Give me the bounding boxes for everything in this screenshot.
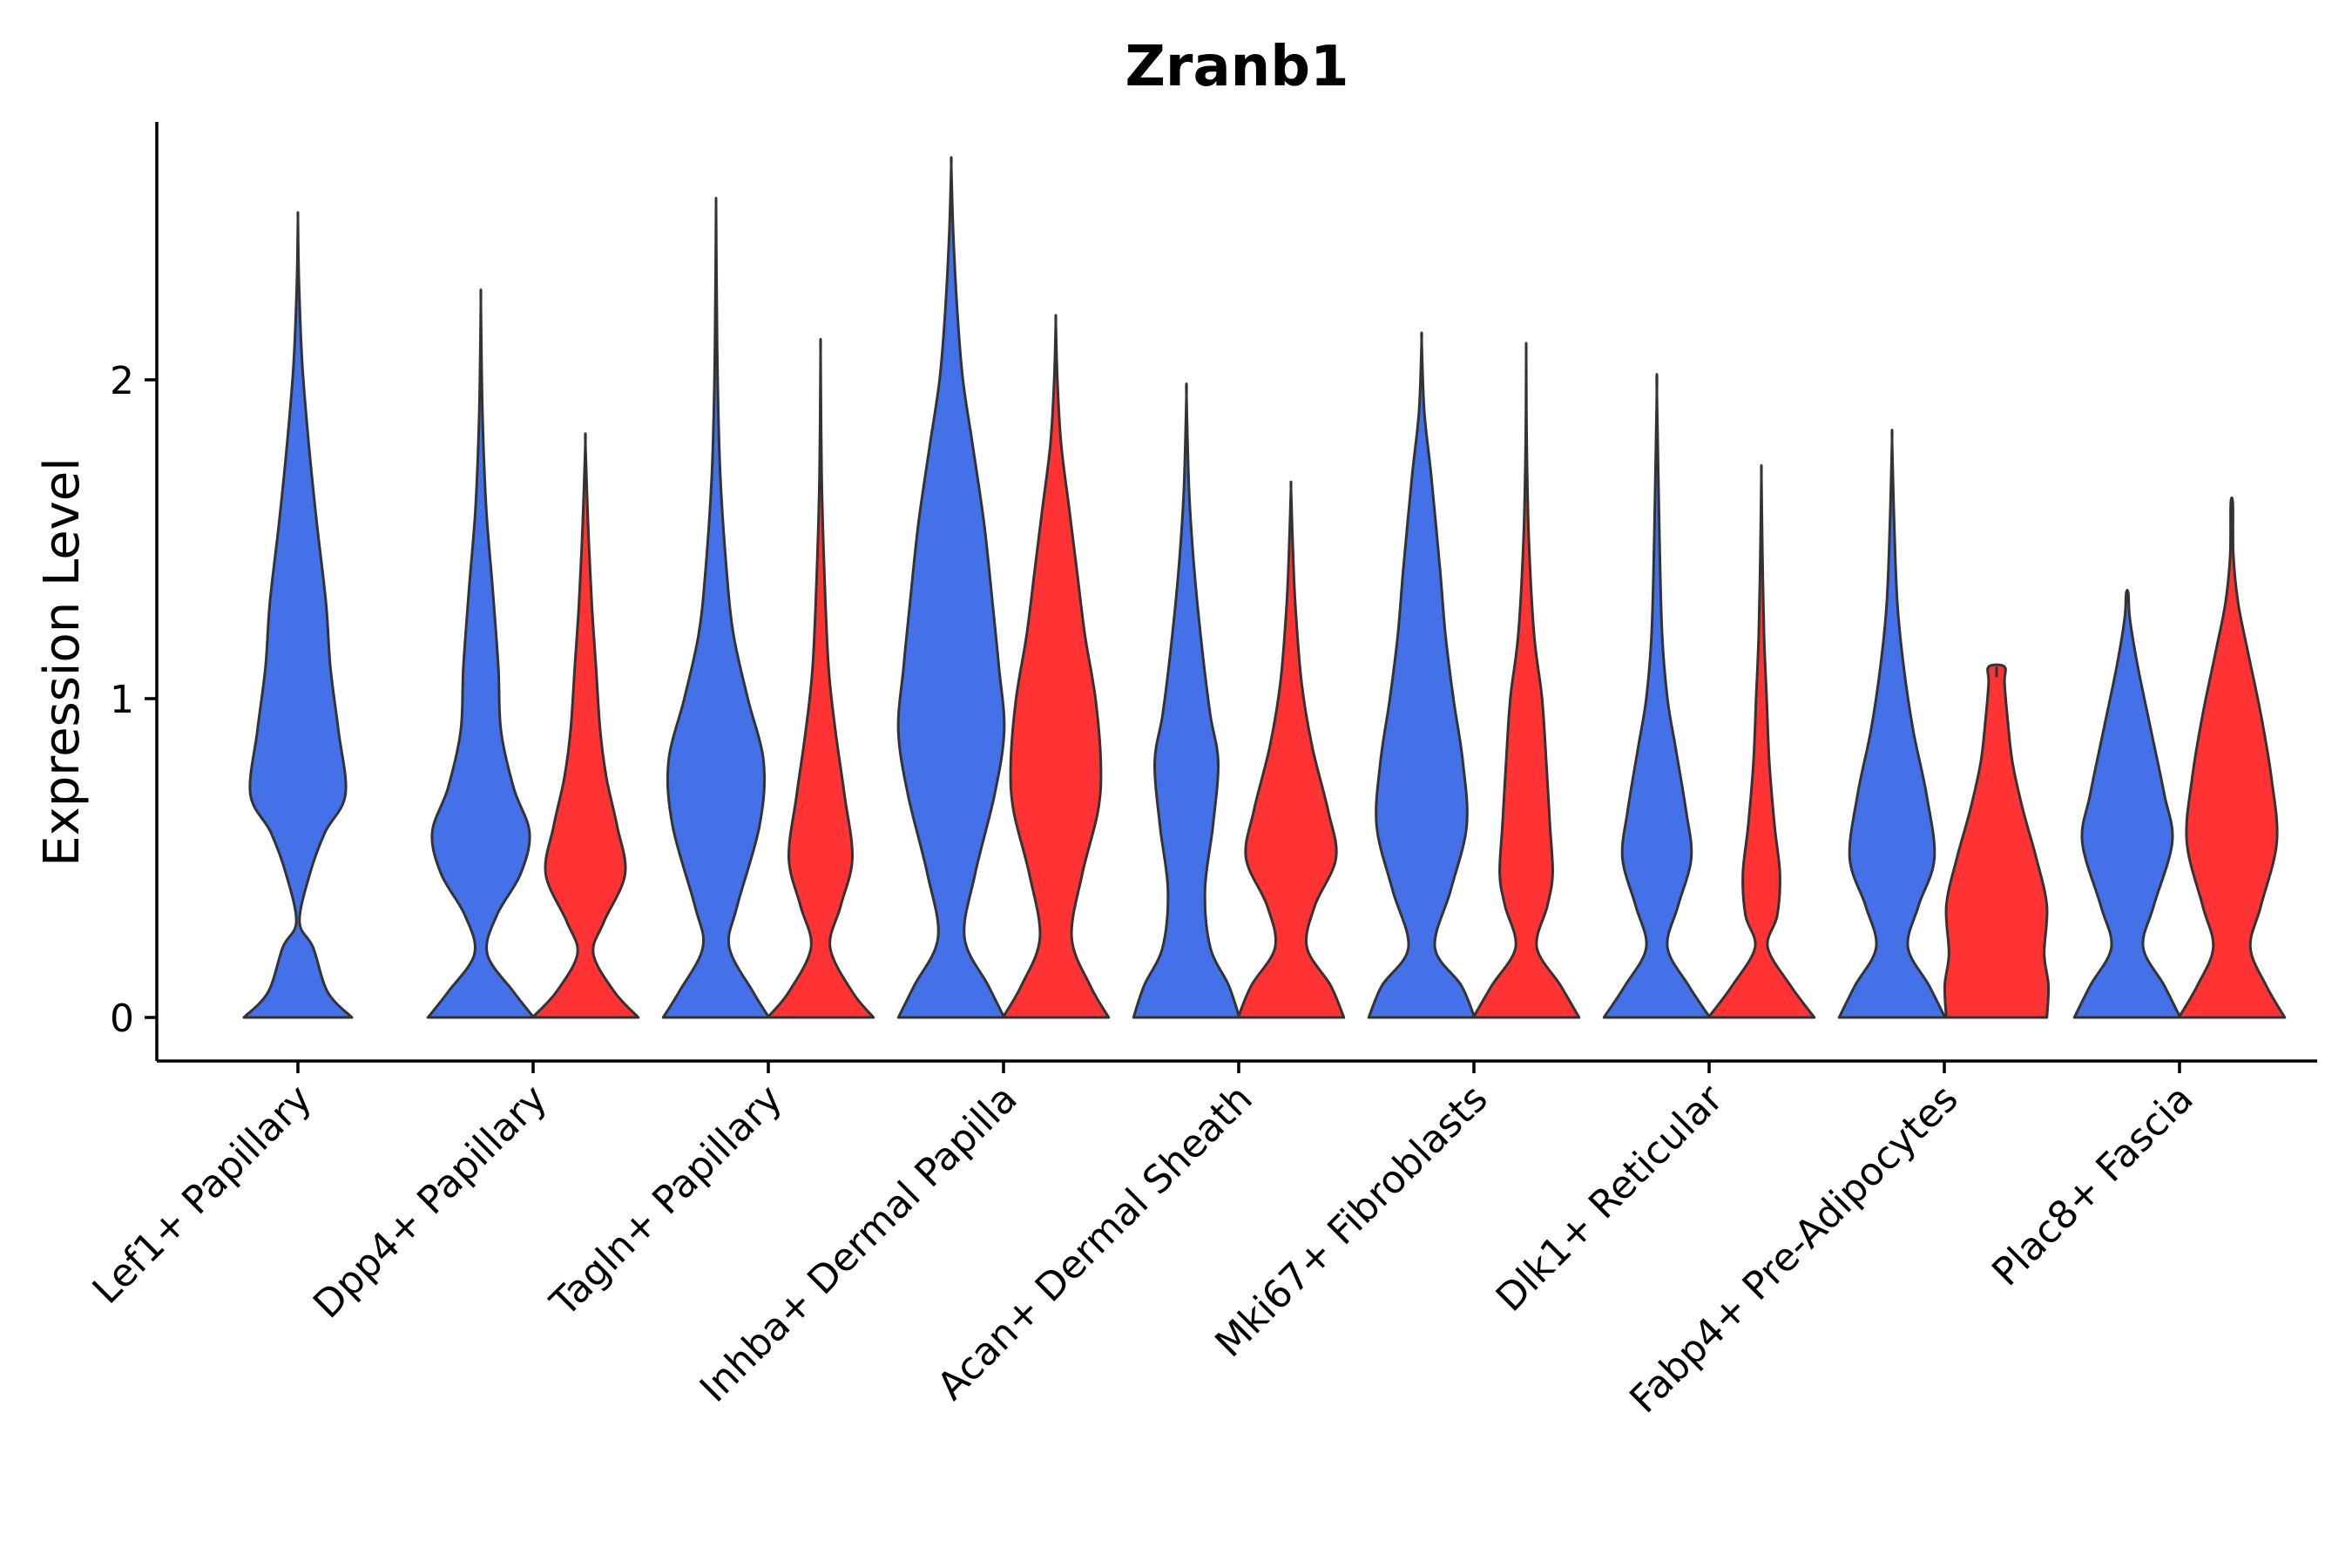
x-tick-label-1: Lef1+ Papillary [84,1077,321,1313]
violin-2-a [426,288,536,1019]
x-tick-label-9: Plac8+ Fascia [1984,1077,2202,1295]
violin-4-a [896,156,1006,1019]
violin-3-b [766,337,875,1019]
y-axis-title: Expression Level [34,457,91,867]
y-tick-label-0: 0 [110,997,134,1041]
y-tick-label-1: 1 [110,678,134,722]
violin-6-a [1367,331,1477,1019]
violin-5-a [1132,382,1241,1019]
violin-1-a [242,211,354,1019]
violin-7-a [1602,373,1712,1019]
violin-8-b [1943,663,2051,1019]
violin-9-a [2072,589,2182,1019]
violin-5-b [1236,480,1346,1019]
x-tick-label-6: Mki67+ Fibroblasts [1206,1077,1496,1366]
y-tick-label-2: 2 [110,359,134,403]
violin-4-b [1001,314,1111,1019]
chart-title: Zranb1 [1125,35,1348,99]
violin-7-b [1707,463,1816,1019]
violin-3-a [661,196,771,1019]
x-tick-label-7: Dlk1+ Reticular [1488,1076,1733,1321]
violins-layer [242,156,2287,1019]
x-tick-label-2: Dpp4+ Papillary [305,1077,556,1328]
violin-6-b [1471,341,1581,1019]
violin-9-b [2177,496,2287,1019]
violin-2-b [531,432,640,1019]
violin-8-a [1837,429,1947,1019]
x-tick-label-3: Tagln+ Papillary [542,1077,791,1326]
